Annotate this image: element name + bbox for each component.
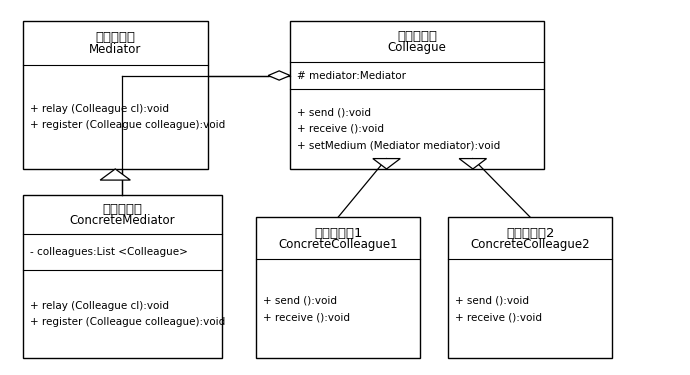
Bar	[256, 217, 420, 358]
Text: 具体同事类1: 具体同事类1	[314, 227, 362, 240]
Text: ConcreteColleague1: ConcreteColleague1	[278, 238, 398, 251]
Text: + receive ():void: + receive ():void	[455, 312, 542, 322]
Text: + relay (Colleague cl):void: + relay (Colleague cl):void	[30, 104, 168, 114]
Text: Colleague: Colleague	[388, 41, 446, 54]
Text: Mediator: Mediator	[89, 43, 141, 56]
Bar	[23, 195, 221, 358]
Text: + relay (Colleague cl):void: + relay (Colleague cl):void	[30, 301, 168, 310]
Text: - colleagues:List <Colleague>: - colleagues:List <Colleague>	[30, 247, 188, 257]
Polygon shape	[100, 169, 130, 180]
Bar	[23, 21, 208, 169]
Text: + register (Colleague colleague):void: + register (Colleague colleague):void	[30, 317, 225, 327]
Polygon shape	[268, 71, 290, 80]
Text: 具体同事类2: 具体同事类2	[506, 227, 555, 240]
Text: ConcreteMediator: ConcreteMediator	[69, 214, 175, 227]
Text: + setMedium (Mediator mediator):void: + setMedium (Mediator mediator):void	[297, 141, 500, 151]
Text: 抽象同事类: 抽象同事类	[397, 30, 437, 43]
Text: ConcreteColleague2: ConcreteColleague2	[471, 238, 590, 251]
Text: # mediator:Mediator: # mediator:Mediator	[297, 70, 406, 81]
Text: 具体中介者: 具体中介者	[102, 203, 142, 216]
Text: + send ():void: + send ():void	[455, 296, 529, 305]
Text: + receive ():void: + receive ():void	[263, 312, 350, 322]
Text: + receive ():void: + receive ():void	[297, 124, 384, 134]
Text: + send ():void: + send ():void	[297, 107, 371, 117]
Bar	[448, 217, 613, 358]
Polygon shape	[373, 159, 400, 169]
Text: + send ():void: + send ():void	[263, 296, 337, 305]
Bar	[290, 21, 544, 169]
Text: 抽象中介者: 抽象中介者	[95, 31, 135, 44]
Text: + register (Colleague colleague):void: + register (Colleague colleague):void	[30, 120, 225, 130]
Polygon shape	[459, 159, 486, 169]
